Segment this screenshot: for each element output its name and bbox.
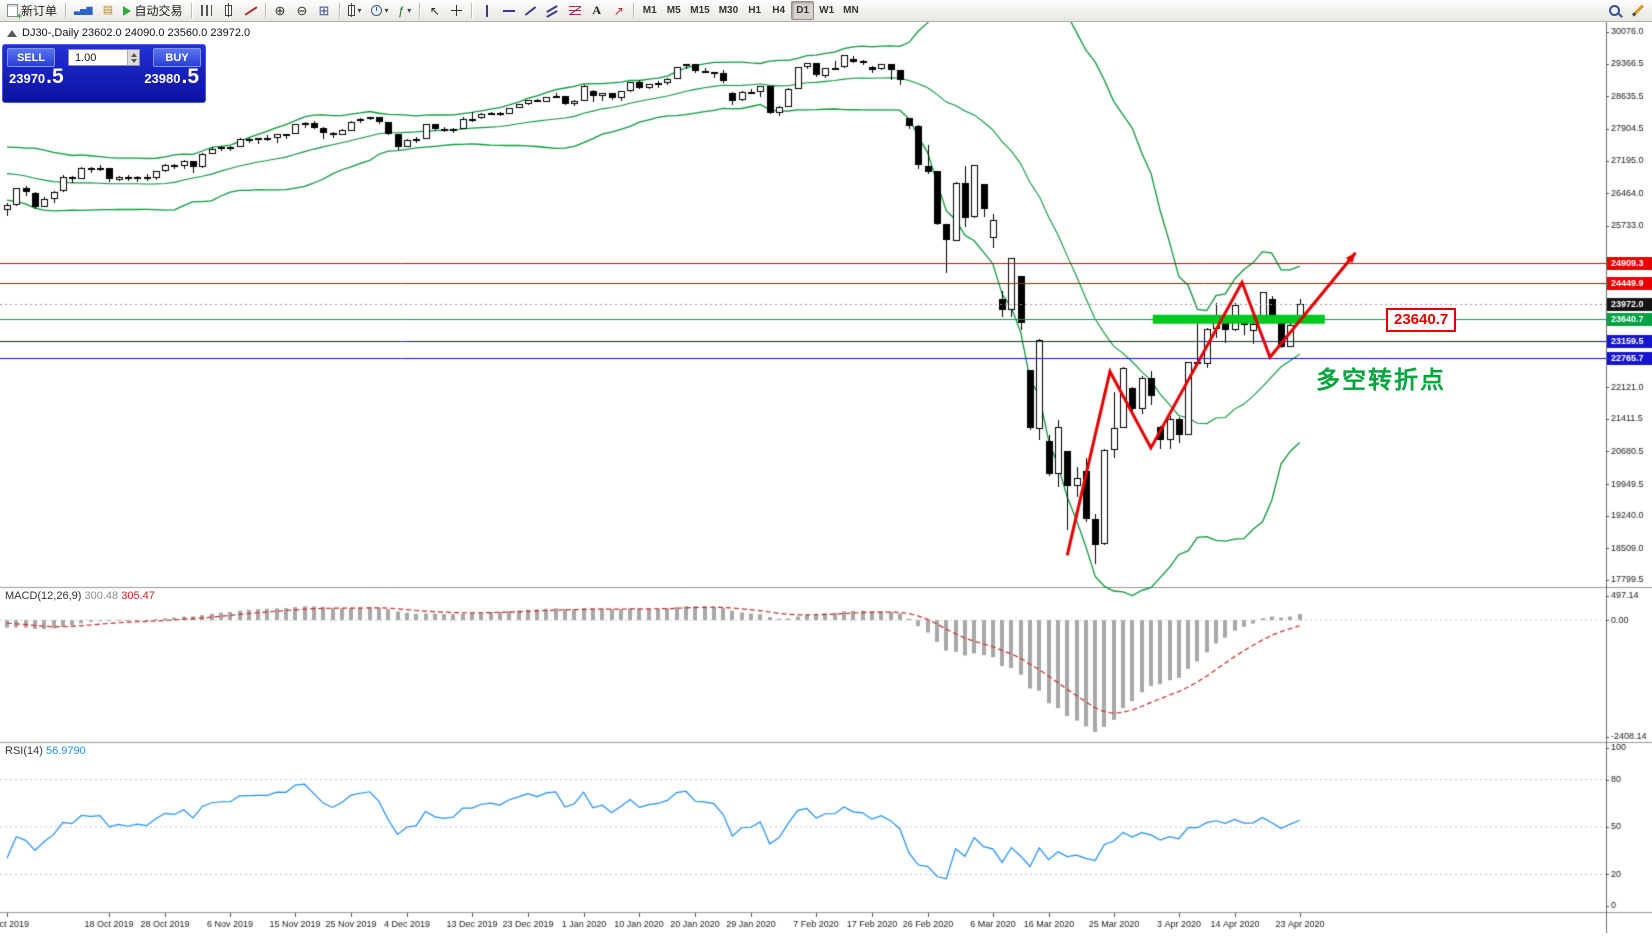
macd-name: MACD(12,26,9) [5, 590, 82, 602]
toolbar-separator [338, 3, 340, 18]
chevron-down-icon: ▾ [407, 5, 412, 15]
rsi-label: RSI(14) 56.9790 [5, 745, 86, 757]
buy-price: 23980 .5 [144, 65, 199, 88]
trendline-icon [524, 5, 537, 16]
navigator-button[interactable]: ▤ [97, 1, 118, 20]
lot-size-field[interactable]: 1.00 [68, 49, 140, 66]
new-order-label: 新订单 [21, 4, 58, 18]
clock-icon [370, 5, 382, 16]
market-watch-button[interactable]: ▃▅▇ [70, 1, 96, 20]
toolbar-separator [419, 3, 421, 18]
auto-trading-button[interactable]: 自动交易 [119, 1, 186, 20]
timeframe-button-m15[interactable]: M15 [686, 1, 713, 20]
sell-price-main: 23970 [9, 71, 46, 86]
line-chart-type-button[interactable] [240, 1, 261, 20]
search-button[interactable] [1604, 1, 1625, 20]
indicators-button[interactable]: ƒ ▾ [394, 1, 416, 20]
chart-title-text: DJ30-,Daily 23602.0 24090.0 23560.0 2397… [22, 27, 251, 39]
buy-price-pips: .5 [181, 65, 199, 88]
zoom-in-icon: ⊕ [274, 3, 286, 18]
macd-main-value: 300.48 [84, 590, 119, 602]
chevron-down-icon: ▾ [384, 5, 389, 15]
toolbar-separator [190, 3, 192, 18]
macd-signal-value: 305.47 [121, 590, 155, 602]
play-icon [123, 5, 132, 16]
sell-price-pips: .5 [46, 65, 64, 88]
navigator-icon: ▤ [102, 4, 114, 16]
search-icon [1609, 5, 1620, 16]
rsi-name: RSI(14) [5, 745, 43, 757]
price-callout-label[interactable]: 23640.7 [1386, 308, 1457, 332]
indicators-icon: ƒ [397, 3, 405, 18]
fibonacci-icon [568, 5, 581, 16]
timeframe-button-m1[interactable]: M1 [638, 1, 661, 20]
one-click-trading-panel: SELL 1.00 BUY 23970 .5 23980 .5 [2, 44, 206, 103]
bar-chart-type-button[interactable] [196, 1, 217, 20]
toolbar-separator [264, 3, 266, 18]
macd-label: MACD(12,26,9) 300.48 305.47 [5, 590, 155, 602]
toolbar-separator [471, 3, 473, 18]
timeframe-button-m30[interactable]: M30 [715, 1, 742, 20]
horizontal-line-icon [502, 9, 515, 12]
edit-button[interactable] [1627, 1, 1649, 20]
crosshair-button[interactable] [446, 1, 467, 20]
sell-price: 23970 .5 [9, 65, 64, 88]
crosshair-icon [451, 5, 463, 16]
timeframe-button-h1[interactable]: H1 [743, 1, 766, 20]
timeframe-button-w1[interactable]: W1 [815, 1, 838, 20]
pencil-icon [1631, 4, 1645, 17]
collapse-one-click-icon[interactable] [7, 29, 17, 37]
bar-chart-icon [200, 5, 212, 16]
line-chart-icon [244, 5, 257, 16]
trendline-button[interactable] [520, 1, 541, 20]
timeframe-button-m5[interactable]: M5 [662, 1, 685, 20]
new-chart-button[interactable]: ▾ [344, 1, 366, 20]
horizontal-line-button[interactable] [498, 1, 519, 20]
spin-down-icon[interactable] [130, 58, 137, 63]
text-tool-icon: A [592, 3, 602, 17]
arrows-tool-button[interactable]: ↗ [608, 1, 629, 20]
cursor-button[interactable]: ↖ [424, 1, 445, 20]
cursor-icon: ↖ [429, 3, 440, 18]
rsi-value: 56.9790 [45, 745, 86, 757]
zoom-out-button[interactable]: ⊖ [292, 1, 313, 20]
buy-button[interactable]: BUY [153, 48, 201, 67]
tile-windows-button[interactable]: ⊞ [314, 1, 335, 20]
new-order-button[interactable]: 新订单 [3, 1, 61, 21]
new-order-icon [7, 4, 22, 21]
text-tool-button[interactable]: A [586, 1, 607, 20]
arrows-tool-icon: ↗ [613, 3, 624, 18]
sell-button[interactable]: SELL [7, 48, 55, 67]
timeframe-button-d1[interactable]: D1 [791, 1, 815, 20]
lot-size-value: 1.00 [75, 51, 97, 64]
lot-spinner[interactable] [127, 50, 139, 65]
tile-windows-icon: ⊞ [318, 3, 330, 18]
candlestick-icon [224, 3, 232, 17]
new-chart-icon [347, 3, 355, 17]
period-button[interactable]: ▾ [367, 1, 393, 20]
auto-trading-label: 自动交易 [134, 4, 183, 18]
timeframe-button-h4[interactable]: H4 [767, 1, 790, 20]
turning-point-annotation: 多空转折点 [1316, 367, 1446, 394]
zoom-in-button[interactable]: ⊕ [270, 1, 291, 20]
zoom-out-icon: ⊖ [296, 3, 308, 18]
market-watch-icon: ▃▅▇ [74, 5, 93, 15]
vertical-line-button[interactable] [476, 1, 497, 20]
channel-icon [546, 6, 559, 15]
buy-price-main: 23980 [144, 71, 181, 86]
spin-up-icon[interactable] [130, 52, 137, 57]
timeframe-button-mn[interactable]: MN [839, 1, 863, 20]
vertical-line-icon [485, 4, 488, 17]
chevron-down-icon: ▾ [357, 5, 362, 15]
candlestick-type-button[interactable] [218, 1, 239, 20]
toolbar-separator [65, 3, 67, 18]
fibonacci-button[interactable] [564, 1, 585, 20]
toolbar: 新订单 ▃▅▇ ▤ 自动交易 ⊕ ⊖ ⊞ [0, 0, 1652, 22]
channel-button[interactable] [542, 1, 563, 20]
toolbar-separator [633, 3, 635, 18]
chart-title: DJ30-,Daily 23602.0 24090.0 23560.0 2397… [7, 27, 250, 39]
